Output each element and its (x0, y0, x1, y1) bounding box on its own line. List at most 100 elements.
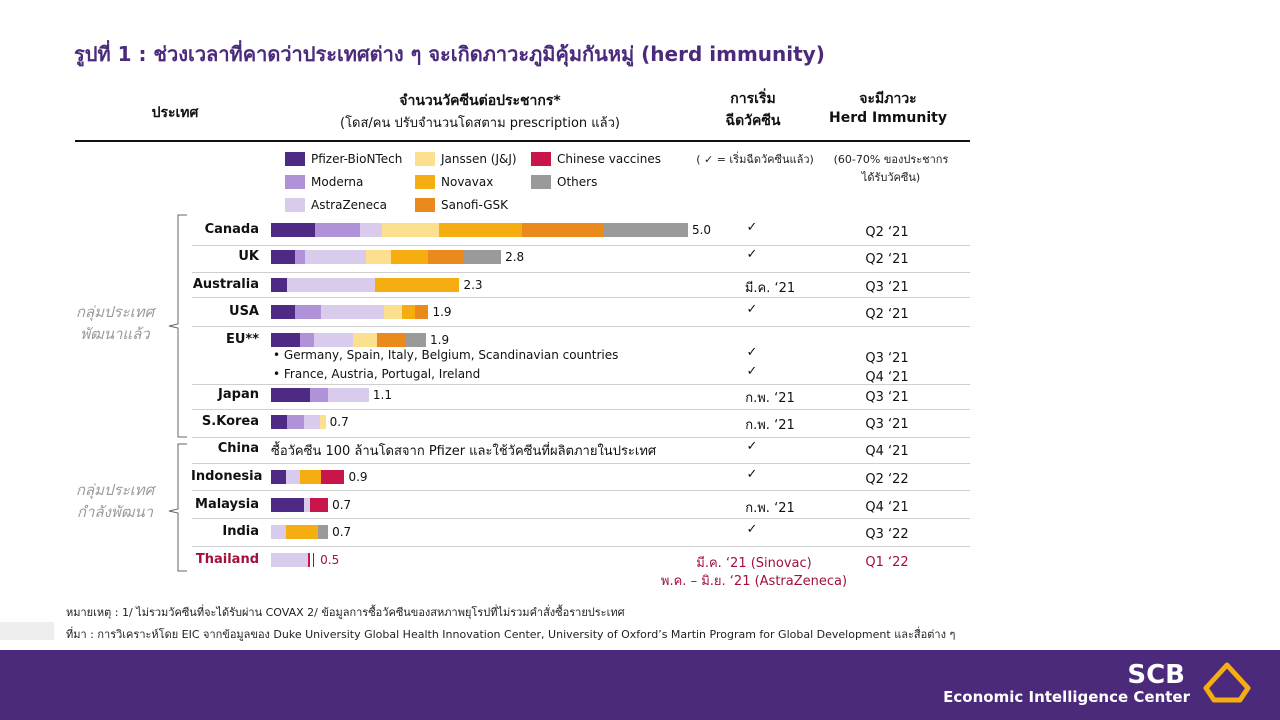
legend-item: Pfizer-BioNTech (285, 152, 402, 166)
legend-swatch (531, 175, 551, 189)
start-check: ✓ (746, 467, 758, 482)
herd-quarter: Q3 ‘21 (865, 417, 909, 432)
row-divider (192, 297, 970, 298)
country-label: EU** (225, 332, 259, 347)
country-label: Thailand (195, 552, 259, 567)
header-rule (75, 140, 970, 142)
bar-total-label: 1.9 (432, 305, 452, 319)
row-divider (192, 384, 970, 385)
bar-segment (271, 525, 286, 539)
bar-segment (320, 305, 385, 319)
legend-item: AstraZeneca (285, 198, 387, 212)
bar-segment (352, 333, 378, 347)
herd-quarter: Q2 ‘21 (865, 225, 909, 240)
bar-segment (319, 415, 326, 429)
herd-quarter: Q3 ‘21 (865, 351, 909, 366)
legend-label: Sanofi-GSK (441, 198, 509, 212)
legend-item: Janssen (J&J) (415, 152, 517, 166)
country-label: India (222, 524, 259, 539)
herd-quarter: Q1 ‘22 (865, 555, 909, 570)
start-check: ✓ (746, 364, 758, 379)
start-date-line1: มี.ค. ‘21 (Sinovac) (696, 556, 812, 571)
country-label: Australia (192, 277, 259, 292)
group-developing-line2: กำลังพัฒนา (76, 503, 154, 521)
group-label-developing: กลุ่มประเทศ กำลังพัฒนา (60, 479, 170, 523)
vaccine-chart: Canada 5.0 ✓ Q2 ‘21 UK 2.8 ✓ Q2 ‘21 Australia 2.3… (191, 220, 970, 589)
bar-segment (295, 250, 306, 264)
legend-item: Chinese vaccines (531, 152, 661, 166)
start-note: ( ✓ = เริ่มฉีดวัคซีนแล้ว) (696, 153, 814, 166)
herd-quarter: Q4 ‘21 (865, 370, 909, 385)
bar-segment (381, 223, 440, 237)
sub-country-group: • France, Austria, Portugal, Ireland (273, 367, 481, 381)
row-divider (192, 272, 970, 273)
start-check: ✓ (746, 345, 758, 360)
start-check: ✓ (746, 247, 758, 262)
header-herd-line2: Herd Immunity (829, 110, 947, 126)
bar-segment (464, 250, 502, 264)
herd-quarter: Q3 ‘21 (865, 390, 909, 405)
legend-item: Sanofi-GSK (415, 198, 508, 212)
bar-total-label: 0.9 (348, 470, 368, 484)
bar-segment (603, 223, 688, 237)
bar-segment (310, 388, 329, 402)
legend-label: Others (557, 175, 598, 189)
herd-quarter: Q2 ‘21 (865, 252, 909, 267)
bar-segment (303, 415, 320, 429)
brand-subtitle: Economic Intelligence Center (943, 688, 1190, 706)
legend-item: Moderna (285, 175, 363, 189)
herd-quarter: Q4 ‘21 (865, 500, 909, 515)
bar-segment (405, 333, 427, 347)
bar-total-label: 0.7 (332, 498, 352, 512)
country-label: Indonesia (191, 469, 263, 484)
country-note: ซื้อวัคซีน 100 ล้านโดสจาก Pfizer และใช้ว… (271, 444, 657, 459)
legend-swatch (415, 198, 435, 212)
legend-swatch (285, 152, 305, 166)
row-divider (192, 463, 970, 464)
bar-total-label: 1.1 (372, 388, 392, 402)
bar-segment (427, 250, 465, 264)
herd-quarter: Q3 ‘22 (865, 527, 909, 542)
bar-segment (285, 525, 319, 539)
bar-segment (271, 553, 308, 567)
group-label-developed: กลุ่มประเทศ พัฒนาแล้ว (60, 301, 170, 345)
bar-segment (287, 278, 376, 292)
group-developed-line2: พัฒนาแล้ว (80, 325, 150, 343)
start-date: ก.พ. ‘21 (745, 501, 795, 516)
header-start-line2: ฉีดวัคซีน (725, 113, 781, 129)
bar-segment (271, 223, 316, 237)
row-divider (192, 326, 970, 327)
bar-total-label: 0.7 (332, 525, 352, 539)
bar-segment (366, 250, 391, 264)
bar-segment (307, 553, 311, 567)
footnote-marker (0, 622, 54, 640)
bar-total-label: 2.8 (505, 250, 525, 264)
header-herd: จะมีภาวะ Herd Immunity (818, 88, 958, 126)
row-divider (192, 245, 970, 246)
row-divider (192, 490, 970, 491)
legend-swatch (415, 175, 435, 189)
legend-item: Novavax (415, 175, 493, 189)
bar-segment (314, 333, 353, 347)
legend-swatch (415, 152, 435, 166)
bar-total-label: 0.5 (320, 553, 340, 567)
bar-segment (271, 305, 296, 319)
bar-segment (384, 305, 403, 319)
country-label: S.Korea (201, 414, 259, 429)
row-divider (192, 409, 970, 410)
legend-label: Moderna (311, 175, 364, 189)
legend-label: AstraZeneca (311, 198, 387, 212)
bar-segment (414, 305, 429, 319)
bar-segment (271, 278, 288, 292)
footer-band (0, 650, 1280, 720)
legend-item: Others (531, 175, 597, 189)
start-date: ก.พ. ‘21 (745, 418, 795, 433)
start-date-line2: พ.ค. – มิ.ย. ‘21 (AstraZeneca) (660, 574, 848, 589)
bar-segment (271, 415, 288, 429)
bar-segment (295, 305, 321, 319)
brand-name: SCB (1127, 660, 1185, 690)
legend-label: Chinese vaccines (557, 152, 661, 166)
bar-segment (390, 250, 428, 264)
bar-segment (375, 278, 460, 292)
footnote-note: หมายเหตุ : 1/ ไม่รวมวัคซีนที่จะได้รับผ่า… (66, 606, 625, 619)
